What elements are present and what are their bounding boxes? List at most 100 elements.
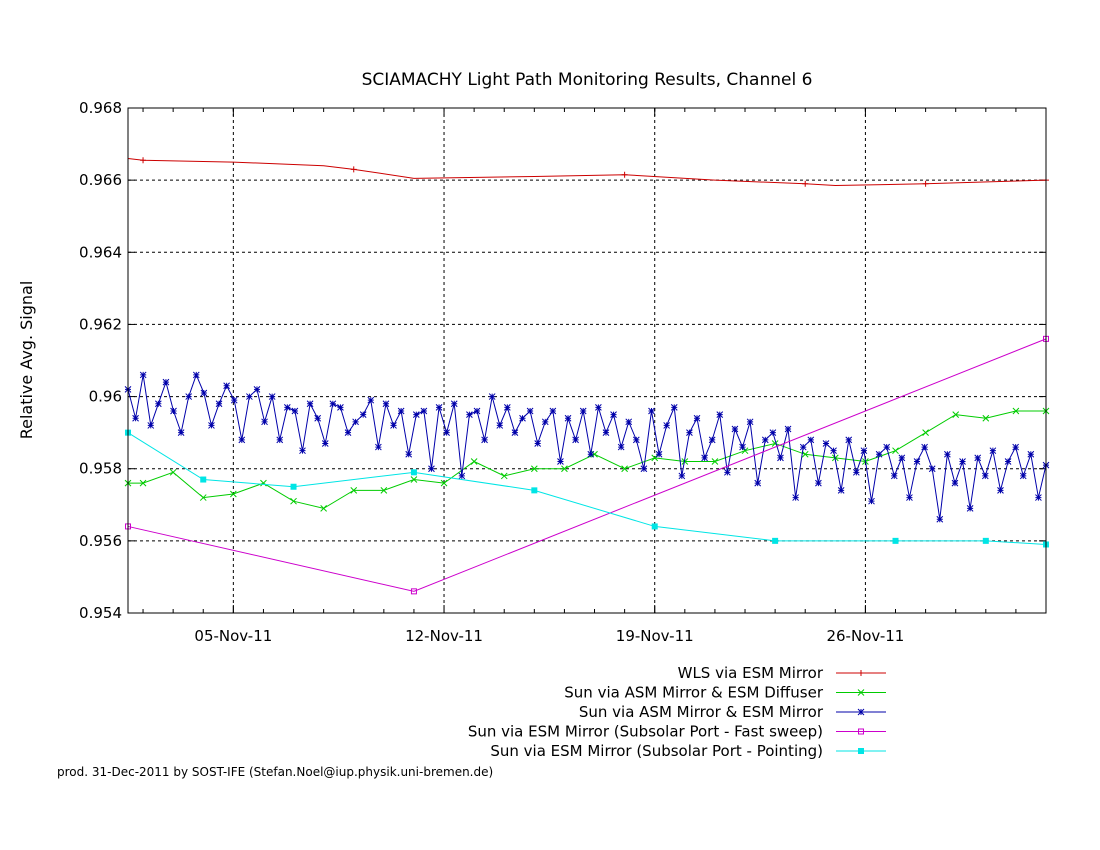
data-point xyxy=(670,404,678,411)
data-point xyxy=(531,487,538,494)
data-point xyxy=(621,465,628,473)
data-point xyxy=(154,400,162,408)
data-point xyxy=(913,458,921,465)
data-point xyxy=(177,429,185,436)
y-tick-label: 0.954 xyxy=(79,604,122,622)
data-point xyxy=(420,407,428,415)
series-1 xyxy=(127,157,1049,187)
data-point xyxy=(845,436,853,444)
data-point xyxy=(291,407,299,415)
data-point xyxy=(754,479,762,487)
data-point xyxy=(496,422,504,429)
data-point xyxy=(784,425,792,433)
data-point xyxy=(321,440,329,447)
data-point xyxy=(405,450,413,458)
data-point xyxy=(739,443,746,451)
data-point xyxy=(350,166,357,173)
data-point xyxy=(229,490,237,498)
data-point xyxy=(253,386,261,393)
data-point xyxy=(815,479,822,487)
y-tick-label: 0.958 xyxy=(79,460,122,478)
data-point xyxy=(147,422,155,429)
legend-label: Sun via ASM Mirror & ESM Mirror xyxy=(579,703,824,721)
data-point xyxy=(230,396,238,404)
y-tick-label: 0.962 xyxy=(79,315,122,333)
data-point xyxy=(410,476,418,483)
data-point xyxy=(530,465,538,473)
series-2 xyxy=(124,407,1050,512)
data-point xyxy=(944,450,951,458)
data-point xyxy=(564,414,572,422)
data-point xyxy=(892,447,899,455)
data-point xyxy=(299,447,306,455)
data-point xyxy=(883,443,891,451)
x-tick-label: 19-Nov-11 xyxy=(616,627,694,645)
data-point xyxy=(769,429,777,436)
data-point xyxy=(966,505,974,512)
series-line xyxy=(127,158,1047,187)
data-point xyxy=(283,404,291,411)
legend-marker xyxy=(858,728,864,735)
data-point xyxy=(268,393,276,400)
data-point xyxy=(632,436,640,444)
data-point xyxy=(952,411,960,418)
data-point xyxy=(367,396,375,404)
legend-marker xyxy=(857,708,865,716)
data-point xyxy=(572,436,579,444)
legend-label: WLS via ESM Mirror xyxy=(678,664,824,682)
series-line xyxy=(127,338,1047,592)
data-point xyxy=(139,479,147,487)
data-point xyxy=(458,472,466,480)
data-point xyxy=(892,537,899,544)
y-tick-label: 0.966 xyxy=(79,171,122,189)
data-point xyxy=(320,505,327,512)
data-point xyxy=(625,418,633,426)
y-tick-label: 0.964 xyxy=(79,243,122,261)
data-point xyxy=(162,378,170,386)
data-point xyxy=(761,436,769,444)
data-point xyxy=(981,472,989,480)
data-point xyxy=(199,494,207,501)
plot-frame xyxy=(127,107,1047,614)
data-point xyxy=(435,404,443,411)
data-point xyxy=(792,494,799,501)
data-point xyxy=(716,411,724,418)
data-point xyxy=(822,440,830,447)
data-point xyxy=(663,422,671,429)
y-tick-label: 0.956 xyxy=(79,532,122,550)
data-point xyxy=(1012,407,1020,415)
data-point xyxy=(724,468,731,476)
data-point xyxy=(951,479,959,487)
data-point xyxy=(557,458,564,465)
series-line xyxy=(127,373,1047,520)
data-point xyxy=(701,454,708,462)
data-point xyxy=(238,436,246,444)
data-point xyxy=(898,454,906,462)
data-point xyxy=(693,414,701,422)
data-point xyxy=(868,497,875,505)
chart-title: SCIAMACHY Light Path Monitoring Results,… xyxy=(362,70,813,90)
data-point xyxy=(595,404,602,411)
data-point xyxy=(192,371,200,379)
data-point xyxy=(678,472,686,480)
data-point xyxy=(428,465,435,473)
data-point xyxy=(989,447,997,455)
data-point xyxy=(807,436,815,444)
legend-label: Sun via ESM Mirror (Subsolar Port - Poin… xyxy=(490,742,823,760)
data-point xyxy=(410,588,417,595)
series-4 xyxy=(125,335,1049,595)
data-point xyxy=(276,436,284,444)
data-point xyxy=(959,458,966,465)
legend-marker xyxy=(858,748,864,754)
y-tick-label: 0.96 xyxy=(89,388,122,406)
data-point xyxy=(982,414,990,422)
data-point xyxy=(1027,450,1035,458)
data-point xyxy=(208,422,215,429)
data-point xyxy=(246,393,253,400)
data-point xyxy=(473,407,481,415)
data-point xyxy=(466,411,473,418)
data-point xyxy=(921,443,928,451)
grid xyxy=(128,108,1046,613)
data-point xyxy=(928,465,936,473)
data-point xyxy=(579,407,587,415)
